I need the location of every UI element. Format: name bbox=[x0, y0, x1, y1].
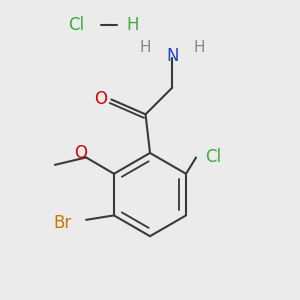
Text: H: H bbox=[126, 16, 139, 34]
Text: H: H bbox=[193, 40, 205, 55]
Text: O: O bbox=[75, 144, 88, 162]
Text: Br: Br bbox=[53, 214, 71, 232]
Text: O: O bbox=[94, 91, 107, 109]
Text: Cl: Cl bbox=[68, 16, 85, 34]
Text: Cl: Cl bbox=[205, 148, 221, 166]
Text: H: H bbox=[140, 40, 152, 55]
Text: N: N bbox=[166, 47, 178, 65]
